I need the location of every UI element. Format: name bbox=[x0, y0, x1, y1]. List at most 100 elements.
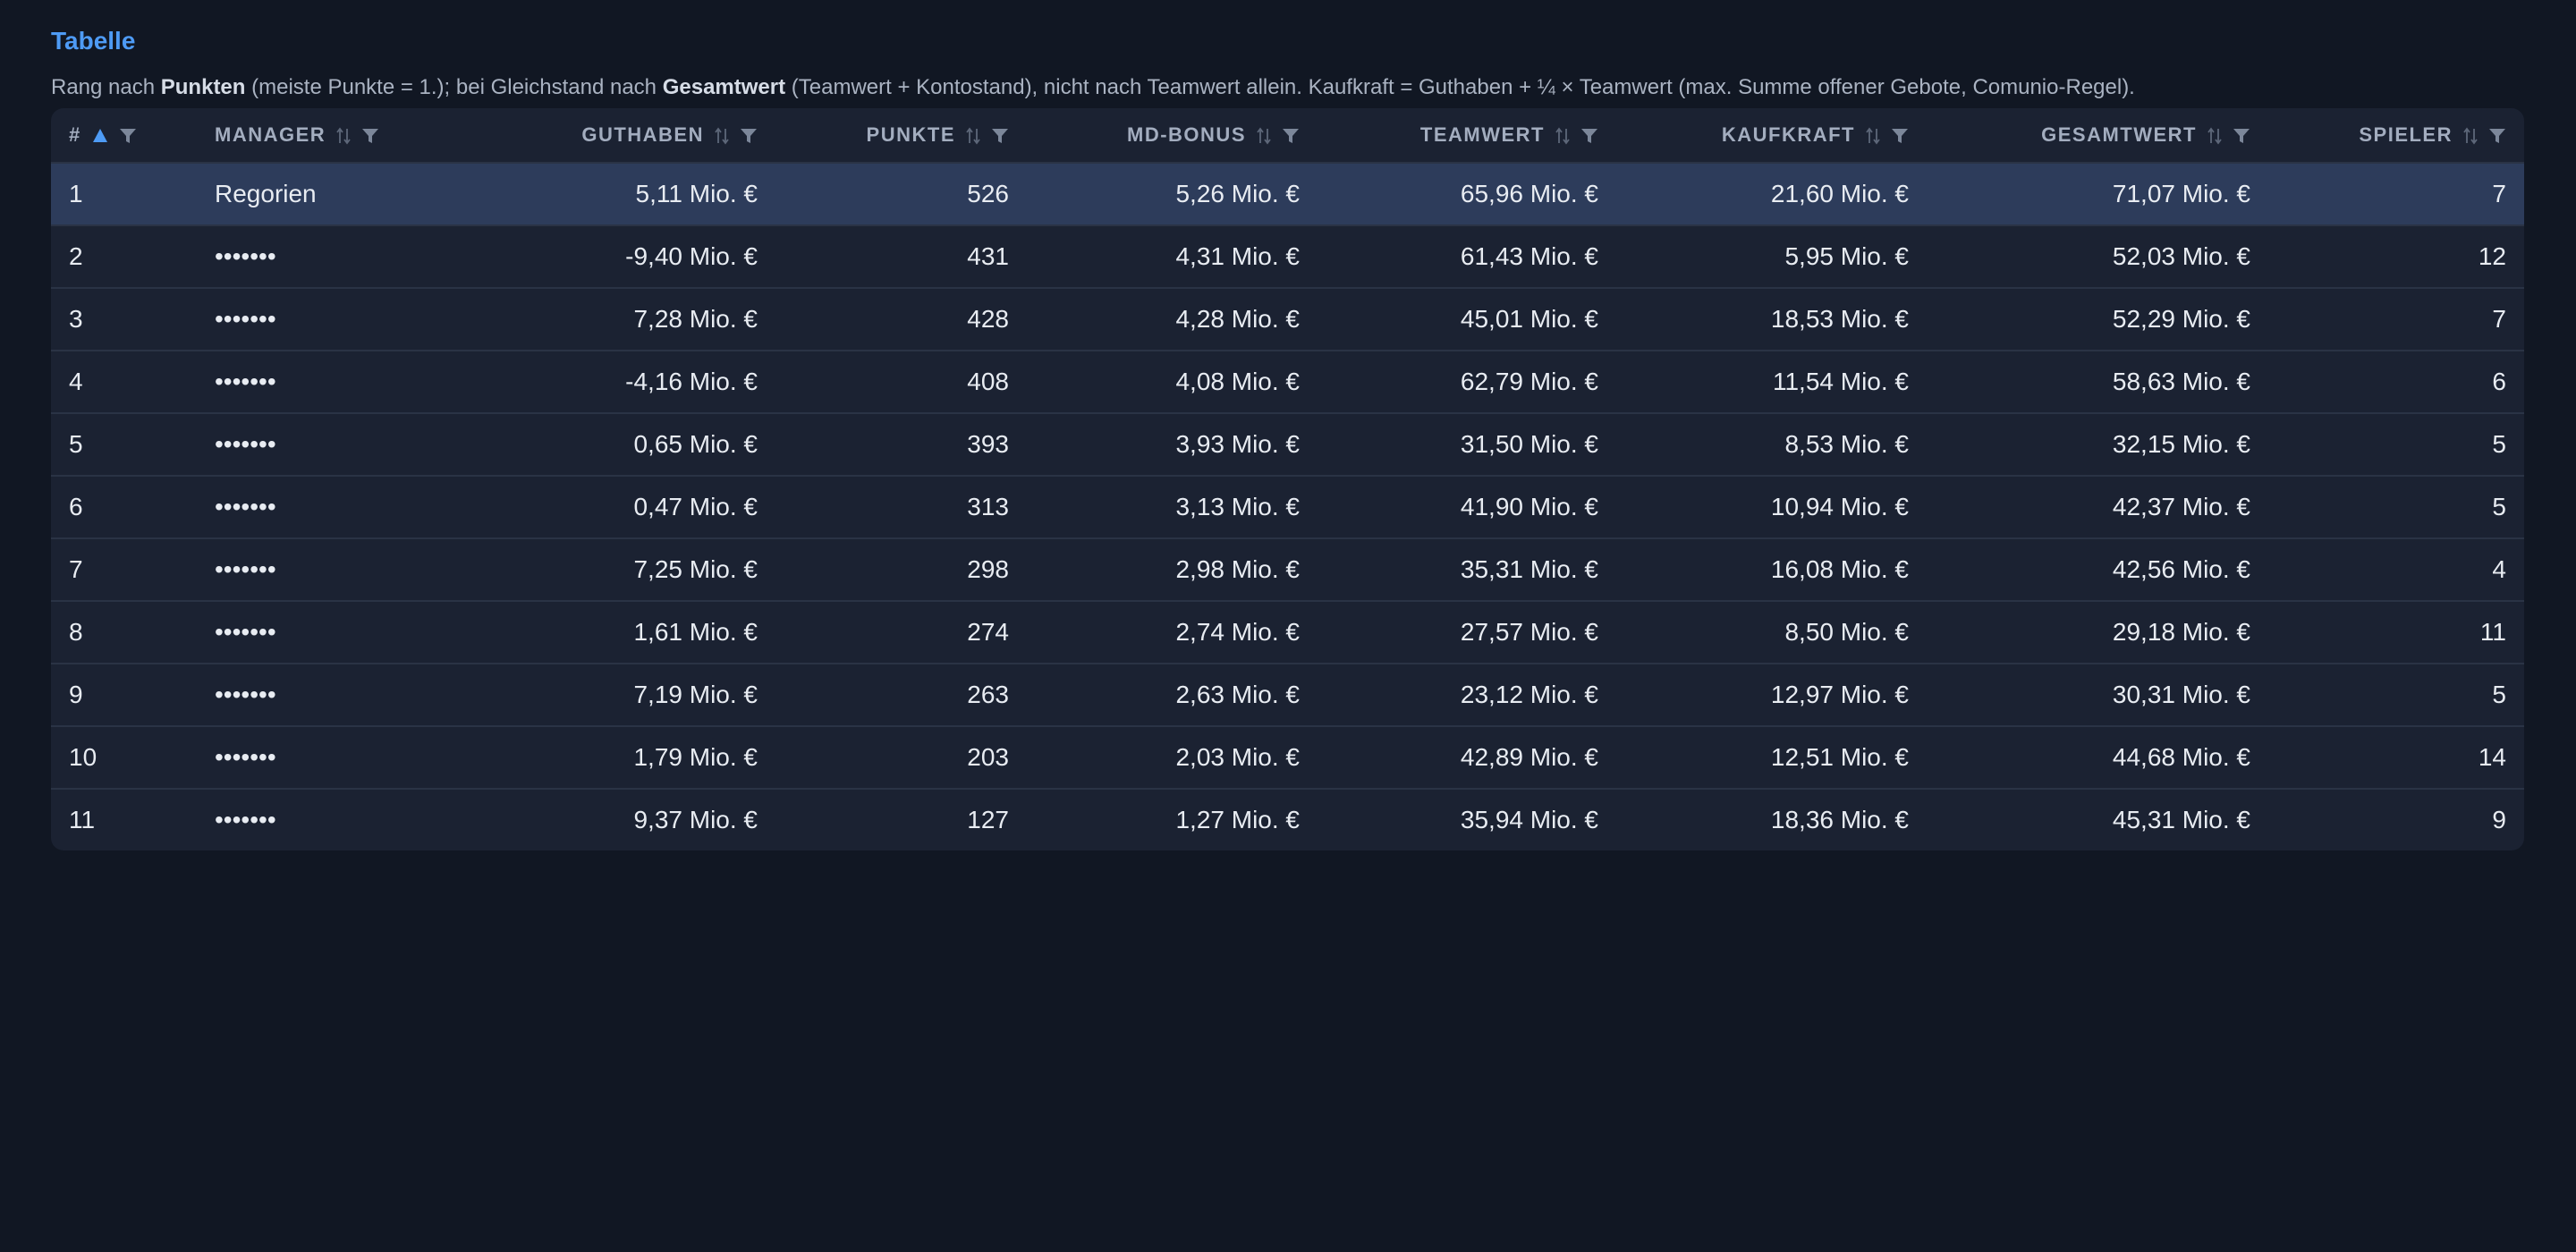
column-header[interactable]: MANAGER bbox=[197, 108, 444, 164]
table-row[interactable]: 5 ••••••• 0,65 Mio. €393 3,93 Mio. €31,50 M… bbox=[51, 413, 2524, 477]
table-cell: 5,95 Mio. € bbox=[1616, 225, 1927, 289]
sort-icon[interactable] bbox=[1257, 126, 1271, 146]
table-cell: 9 bbox=[2492, 806, 2506, 833]
sort-icon[interactable] bbox=[336, 126, 351, 146]
table-cell: 7,28 Mio. € bbox=[444, 288, 775, 351]
sort-icon[interactable] bbox=[715, 126, 729, 146]
column-label: KAUFKRAFT bbox=[1721, 123, 1855, 146]
table-row[interactable]: 10 ••••••• 1,79 Mio. €203 2,03 Mio. €42,89 … bbox=[51, 726, 2524, 790]
table-cell: 7,19 Mio. € bbox=[444, 664, 775, 727]
table-cell: 30,31 Mio. € bbox=[1927, 664, 2268, 727]
table-cell: 2 bbox=[51, 225, 197, 289]
table-cell: ••••••• bbox=[197, 413, 444, 477]
page-title: Tabelle bbox=[51, 27, 136, 55]
filter-icon[interactable] bbox=[1891, 126, 1909, 146]
filter-icon[interactable] bbox=[119, 126, 137, 146]
table-cell: 7 bbox=[2268, 163, 2524, 226]
filter-icon[interactable] bbox=[991, 126, 1009, 146]
table-cell: 0,65 Mio. € bbox=[444, 413, 775, 477]
table-cell: 52,03 Mio. € bbox=[1927, 225, 2268, 289]
table-row[interactable]: 3 ••••••• 7,28 Mio. €428 4,28 Mio. €45,01 M… bbox=[51, 288, 2524, 351]
table-row[interactable]: 4 ••••••• -4,16 Mio. €408 4,08 Mio. €62,79 … bbox=[51, 351, 2524, 414]
table-cell: 3,13 Mio. € bbox=[1027, 476, 1318, 539]
table-cell: 8 bbox=[51, 601, 197, 664]
table-cell: 62,79 Mio. € bbox=[1318, 351, 1616, 414]
table-row[interactable]: 11 ••••••• 9,37 Mio. € 127 1,27 Mio. € 35,94 … bbox=[51, 789, 2524, 850]
table-cell: 9,37 Mio. € bbox=[633, 806, 758, 833]
table-cell: 5 bbox=[51, 413, 197, 477]
table-cell: 2,98 Mio. € bbox=[1027, 538, 1318, 602]
table-row[interactable]: 1 Regorien 5,11 Mio. €526 5,26 Mio. €65,96 … bbox=[51, 163, 2524, 226]
table-cell: 428 bbox=[775, 288, 1027, 351]
table-cell: 45,01 Mio. € bbox=[1318, 288, 1616, 351]
filter-icon[interactable] bbox=[361, 126, 379, 146]
table-cell: 7 bbox=[51, 538, 197, 602]
sort-asc-icon[interactable] bbox=[92, 126, 108, 146]
table-cell: 52,29 Mio. € bbox=[1927, 288, 2268, 351]
filter-icon[interactable] bbox=[1580, 126, 1598, 146]
bold-text: Gesamtwert bbox=[662, 75, 786, 99]
table-cell: 313 bbox=[775, 476, 1027, 539]
bold-text: Punkten bbox=[160, 75, 246, 99]
column-header[interactable]: TEAMWERT bbox=[1318, 108, 1616, 164]
column-label: TEAMWERT bbox=[1419, 123, 1545, 146]
column-header[interactable]: GESAMTWERT bbox=[1927, 108, 2268, 164]
filter-icon[interactable] bbox=[1282, 126, 1300, 146]
table-row[interactable]: 8 ••••••• 1,61 Mio. €274 2,74 Mio. €27,57 M… bbox=[51, 601, 2524, 664]
table-row[interactable]: 7 ••••••• 7,25 Mio. €298 2,98 Mio. €35,31 M… bbox=[51, 538, 2524, 602]
table-body: 1 Regorien 5,11 Mio. €526 5,26 Mio. €65,96 … bbox=[51, 163, 2524, 850]
table-cell: 393 bbox=[775, 413, 1027, 477]
table-cell: 274 bbox=[775, 601, 1027, 664]
table-cell: ••••••• bbox=[197, 351, 444, 414]
sort-icon[interactable] bbox=[2207, 126, 2222, 146]
table-cell: 1,79 Mio. € bbox=[444, 726, 775, 790]
table-cell: ••••••• bbox=[197, 664, 444, 727]
table-cell: 298 bbox=[775, 538, 1027, 602]
table-cell: 42,89 Mio. € bbox=[1318, 726, 1616, 790]
table-cell: ••••••• bbox=[215, 806, 276, 833]
column-header[interactable]: # bbox=[51, 108, 197, 164]
table-cell: 2,03 Mio. € bbox=[1027, 726, 1318, 790]
table-row[interactable]: 6 ••••••• 0,47 Mio. €313 3,13 Mio. €41,90 M… bbox=[51, 476, 2524, 539]
table-cell: 11 bbox=[2268, 601, 2524, 664]
table-cell: 35,31 Mio. € bbox=[1318, 538, 1616, 602]
table-cell: 431 bbox=[775, 225, 1027, 289]
table-row[interactable]: 9 ••••••• 7,19 Mio. €263 2,63 Mio. €23,12 M… bbox=[51, 664, 2524, 727]
column-header[interactable]: PUNKTE bbox=[775, 108, 1027, 164]
table-cell: ••••••• bbox=[197, 601, 444, 664]
column-label: # bbox=[69, 123, 81, 146]
table-cell: 23,12 Mio. € bbox=[1318, 664, 1616, 727]
column-label: SPIELER bbox=[2359, 123, 2453, 146]
column-header[interactable]: KAUFKRAFT bbox=[1616, 108, 1927, 164]
sort-icon[interactable] bbox=[2463, 126, 2478, 146]
filter-icon[interactable] bbox=[2233, 126, 2250, 146]
table-cell: -9,40 Mio. € bbox=[444, 225, 775, 289]
table-cell: 203 bbox=[775, 726, 1027, 790]
column-label: MANAGER bbox=[215, 123, 326, 146]
table-cell: 526 bbox=[775, 163, 1027, 226]
table-cell: 4 bbox=[51, 351, 197, 414]
table-cell: 41,90 Mio. € bbox=[1318, 476, 1616, 539]
table-cell: 7 bbox=[2268, 288, 2524, 351]
table-cell: 12,51 Mio. € bbox=[1616, 726, 1927, 790]
table-cell: 8,50 Mio. € bbox=[1616, 601, 1927, 664]
column-header[interactable]: MD-BONUS bbox=[1027, 108, 1318, 164]
filter-icon[interactable] bbox=[2488, 126, 2506, 146]
column-label: MD-BONUS bbox=[1127, 123, 1246, 146]
table-row[interactable]: 2 ••••••• -9,40 Mio. €431 4,31 Mio. €61,43 … bbox=[51, 225, 2524, 289]
table-cell: 32,15 Mio. € bbox=[1927, 413, 2268, 477]
column-header[interactable]: SPIELER bbox=[2268, 108, 2524, 164]
table-cell: 4 bbox=[2268, 538, 2524, 602]
table-cell: 45,31 Mio. € bbox=[2112, 806, 2250, 833]
table-cell: 263 bbox=[775, 664, 1027, 727]
sort-icon[interactable] bbox=[1866, 126, 1880, 146]
sort-icon[interactable] bbox=[1555, 126, 1570, 146]
filter-icon[interactable] bbox=[740, 126, 758, 146]
table-cell: 9 bbox=[51, 664, 197, 727]
ranking-table: # MANAGER GUTHABEN PUNKTE MD-BONUS TEAMWERT KA… bbox=[51, 108, 2524, 850]
column-header[interactable]: GUTHABEN bbox=[444, 108, 775, 164]
table-cell: 61,43 Mio. € bbox=[1318, 225, 1616, 289]
table-cell: 6 bbox=[2268, 351, 2524, 414]
table-cell: 35,94 Mio. € bbox=[1460, 806, 1598, 833]
sort-icon[interactable] bbox=[966, 126, 980, 146]
